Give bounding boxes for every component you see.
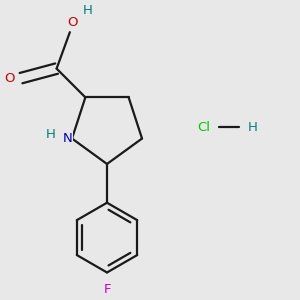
Text: Cl: Cl — [197, 121, 210, 134]
Text: N: N — [62, 132, 72, 145]
Text: H: H — [248, 121, 257, 134]
Text: O: O — [4, 72, 15, 85]
Text: H: H — [46, 128, 56, 141]
Text: O: O — [68, 16, 78, 29]
Text: F: F — [103, 284, 111, 296]
Text: H: H — [82, 4, 92, 17]
